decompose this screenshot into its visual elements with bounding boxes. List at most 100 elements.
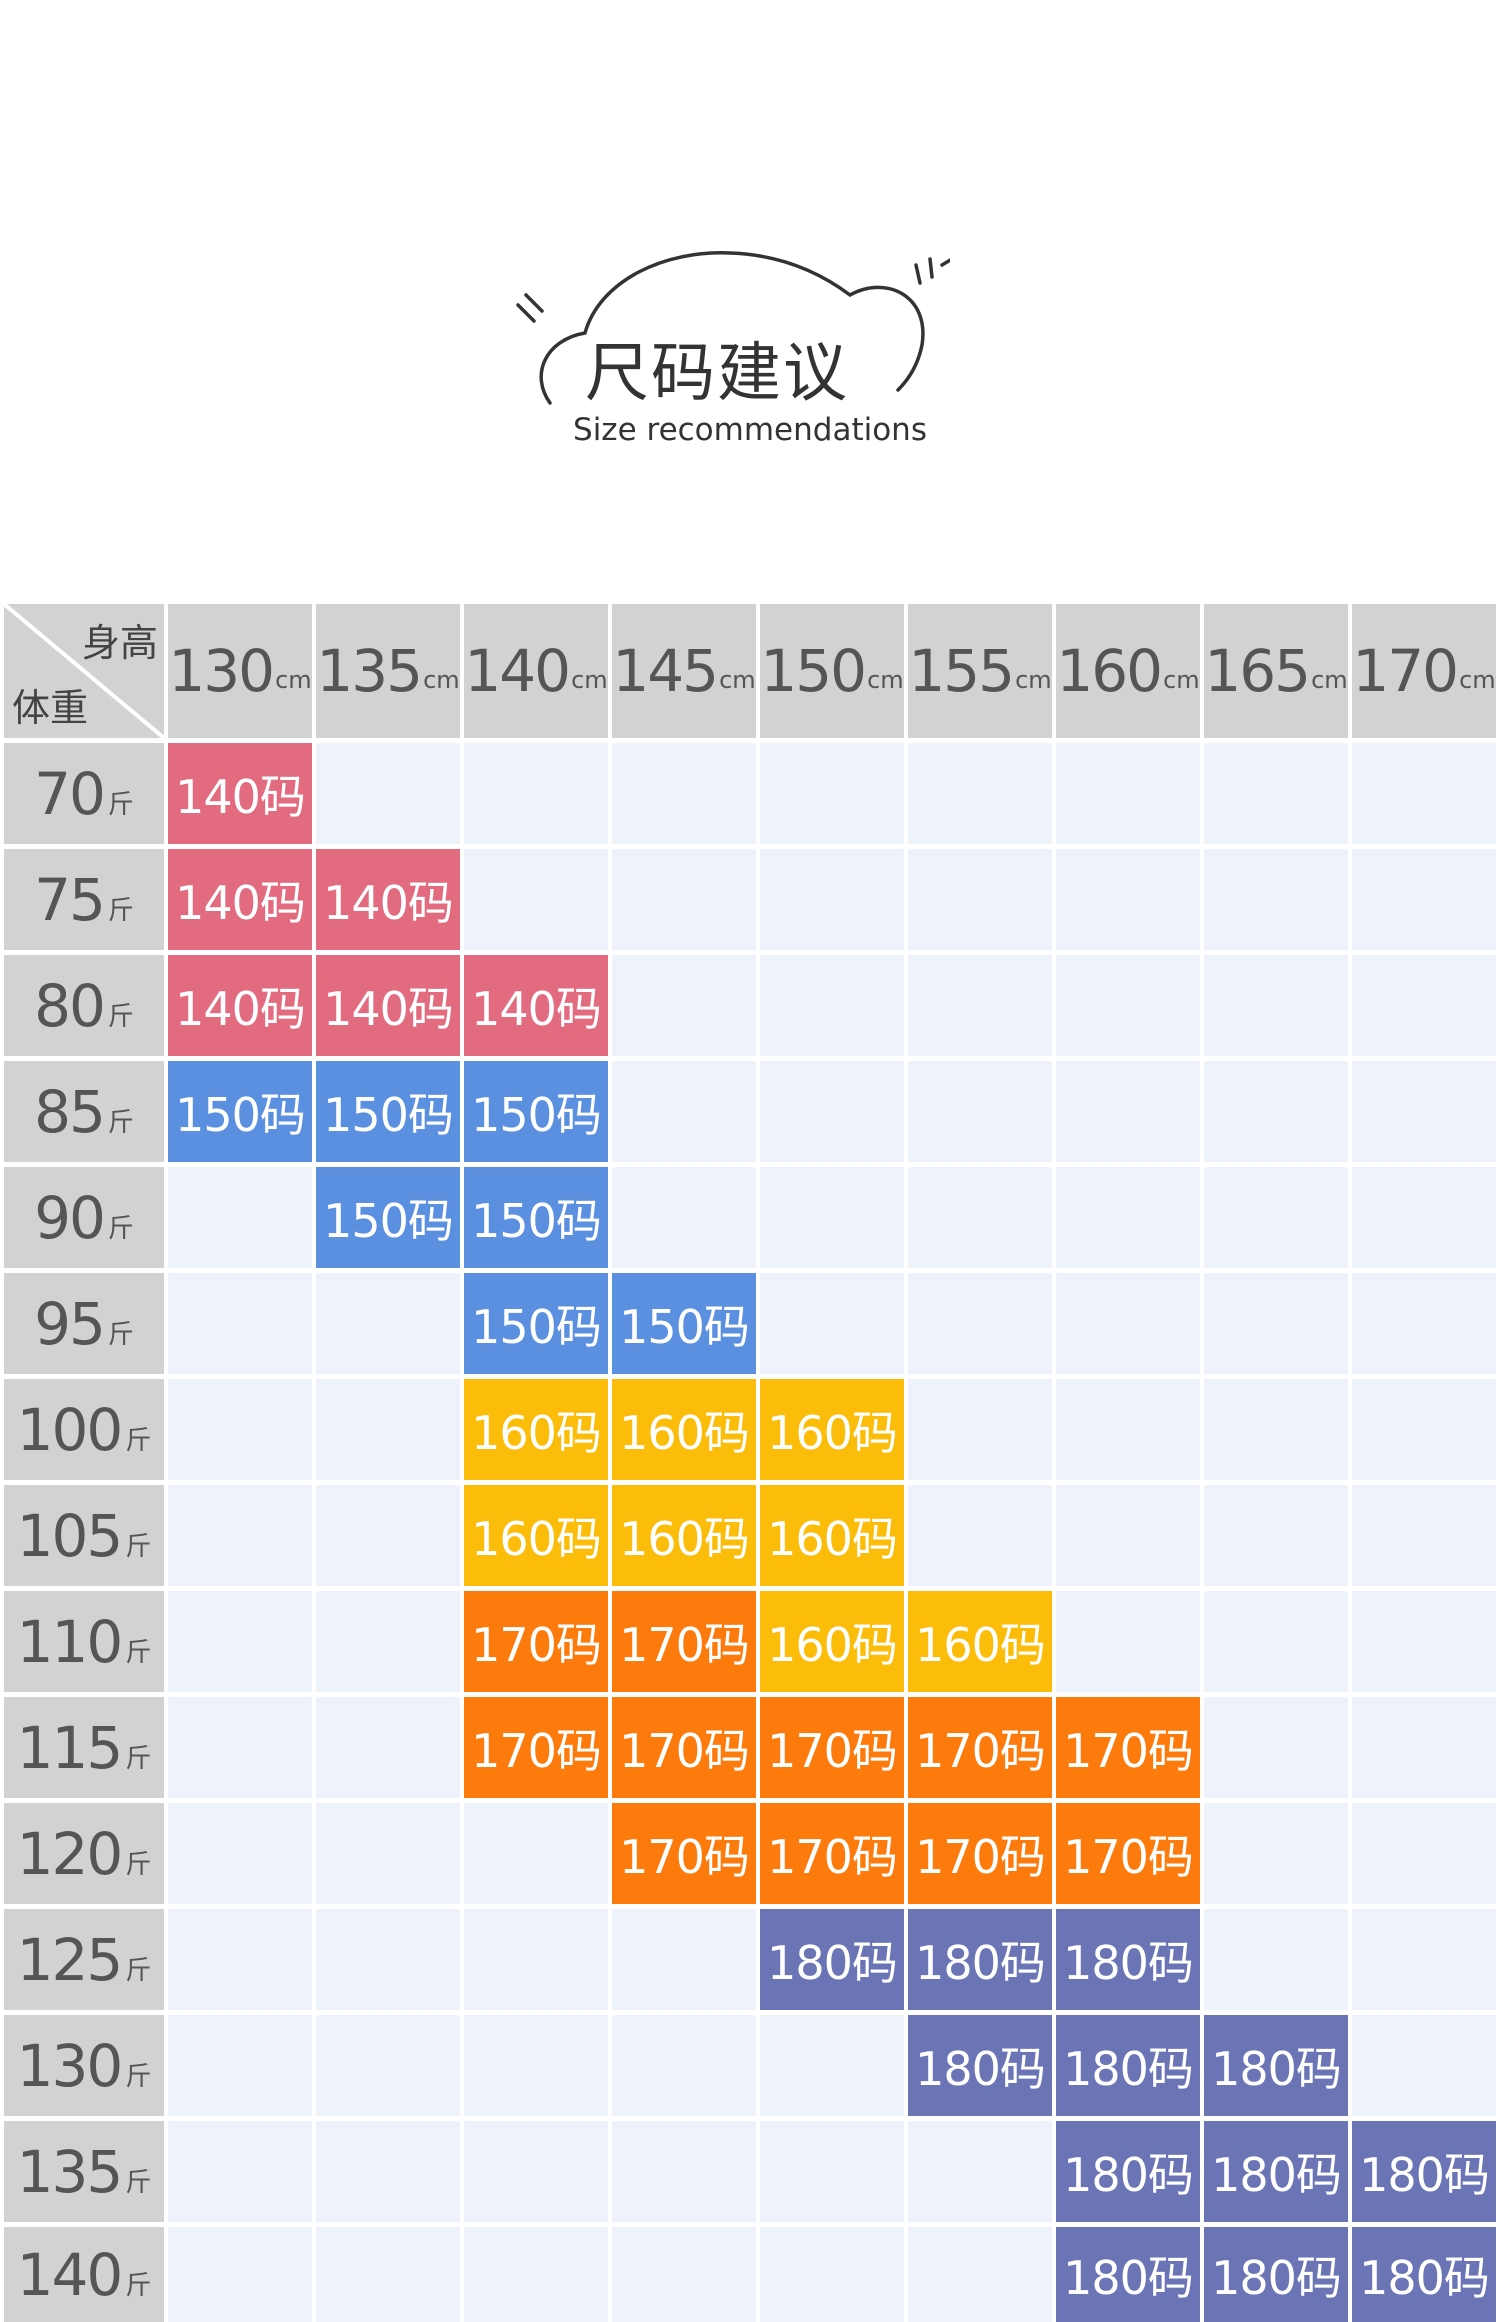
empty-cell xyxy=(760,2227,904,2322)
size-cell: 150码 xyxy=(168,1061,312,1162)
size-cell: 150码 xyxy=(612,1273,756,1374)
empty-cell xyxy=(760,955,904,1056)
size-cell: 180码 xyxy=(1204,2227,1348,2322)
weight-value: 105 xyxy=(16,1501,124,1570)
empty-cell xyxy=(464,743,608,844)
empty-cell xyxy=(168,2227,312,2322)
empty-cell xyxy=(316,2015,460,2116)
size-cell: 170码 xyxy=(760,1697,904,1798)
size-cell: 180码 xyxy=(1056,2015,1200,2116)
empty-cell xyxy=(908,1167,1052,1268)
size-cell: 180码 xyxy=(1204,2121,1348,2222)
empty-cell xyxy=(1204,955,1348,1056)
size-cell: 160码 xyxy=(760,1485,904,1586)
size-cell: 170码 xyxy=(464,1697,608,1798)
height-unit: cm xyxy=(719,666,756,694)
empty-cell xyxy=(908,1273,1052,1374)
empty-cell xyxy=(464,2121,608,2222)
weight-value: 70 xyxy=(34,759,106,828)
empty-cell xyxy=(168,1697,312,1798)
weight-header-105: 105 斤 xyxy=(4,1485,164,1586)
size-cell: 180码 xyxy=(1056,2121,1200,2222)
weight-unit: 斤 xyxy=(125,2168,152,2198)
cloud-outline-icon xyxy=(516,251,950,405)
size-cell: 180码 xyxy=(1352,2121,1496,2222)
empty-cell xyxy=(464,1909,608,2010)
height-unit: cm xyxy=(1163,666,1200,694)
size-cell: 180码 xyxy=(1056,1909,1200,2010)
empty-cell xyxy=(464,1803,608,1904)
height-unit: cm xyxy=(571,666,608,694)
empty-cell xyxy=(168,1803,312,1904)
weight-header-100: 100 斤 xyxy=(4,1379,164,1480)
height-header-135: 135 cm xyxy=(316,604,460,738)
empty-cell xyxy=(612,1167,756,1268)
size-cell: 140码 xyxy=(316,955,460,1056)
empty-cell xyxy=(316,1273,460,1374)
weight-unit: 斤 xyxy=(125,2271,152,2301)
empty-cell xyxy=(908,1485,1052,1586)
size-cell: 180码 xyxy=(1352,2227,1496,2322)
empty-cell xyxy=(1204,743,1348,844)
empty-cell xyxy=(1056,1591,1200,1692)
empty-cell xyxy=(612,955,756,1056)
empty-cell xyxy=(168,1591,312,1692)
weight-unit: 斤 xyxy=(125,1426,152,1456)
weight-unit: 斤 xyxy=(107,1002,134,1032)
weight-value: 85 xyxy=(34,1077,106,1146)
height-value: 135 xyxy=(316,637,423,705)
page-title: 尺码建议 xyxy=(585,337,849,411)
weight-value: 75 xyxy=(34,865,106,934)
diagonal-divider xyxy=(4,604,164,738)
weight-value: 125 xyxy=(16,1925,124,1994)
height-header-170: 170 cm xyxy=(1352,604,1496,738)
weight-value: 140 xyxy=(16,2240,124,2309)
empty-cell xyxy=(464,2227,608,2322)
size-cell: 180码 xyxy=(908,2015,1052,2116)
empty-cell xyxy=(464,2015,608,2116)
weight-header-95: 95 斤 xyxy=(4,1273,164,1374)
size-cell: 150码 xyxy=(464,1273,608,1374)
empty-cell xyxy=(1352,1061,1496,1162)
height-header-160: 160 cm xyxy=(1056,604,1200,738)
height-header-145: 145 cm xyxy=(612,604,756,738)
empty-cell xyxy=(316,1803,460,1904)
empty-cell xyxy=(908,1061,1052,1162)
empty-cell xyxy=(316,1379,460,1480)
weight-header-80: 80 斤 xyxy=(4,955,164,1056)
empty-cell xyxy=(612,2227,756,2322)
empty-cell xyxy=(1204,1803,1348,1904)
empty-cell xyxy=(1352,1379,1496,1480)
weight-unit: 斤 xyxy=(107,1320,134,1350)
height-value: 140 xyxy=(464,637,571,705)
height-value: 165 xyxy=(1204,637,1311,705)
empty-cell xyxy=(1056,1485,1200,1586)
weight-header-115: 115 斤 xyxy=(4,1697,164,1798)
size-cell: 180码 xyxy=(908,1909,1052,2010)
size-cell: 170码 xyxy=(464,1591,608,1692)
size-cell: 170码 xyxy=(908,1803,1052,1904)
empty-cell xyxy=(908,849,1052,950)
weight-header-85: 85 斤 xyxy=(4,1061,164,1162)
empty-cell xyxy=(316,743,460,844)
empty-cell xyxy=(168,2121,312,2222)
size-cell: 150码 xyxy=(316,1167,460,1268)
empty-cell xyxy=(1352,743,1496,844)
height-header-155: 155 cm xyxy=(908,604,1052,738)
weight-axis-label: 体重 xyxy=(12,686,89,730)
weight-value: 110 xyxy=(16,1607,124,1676)
empty-cell xyxy=(1056,849,1200,950)
empty-cell xyxy=(168,1485,312,1586)
empty-cell xyxy=(760,2015,904,2116)
size-cell: 150码 xyxy=(464,1061,608,1162)
size-cell: 170码 xyxy=(1056,1803,1200,1904)
size-cell: 180码 xyxy=(1204,2015,1348,2116)
empty-cell xyxy=(1352,1803,1496,1904)
empty-cell xyxy=(1352,2015,1496,2116)
empty-cell xyxy=(612,1909,756,2010)
weight-header-90: 90 斤 xyxy=(4,1167,164,1268)
weight-unit: 斤 xyxy=(107,1108,134,1138)
height-unit: cm xyxy=(1311,666,1348,694)
weight-header-75: 75 斤 xyxy=(4,849,164,950)
weight-value: 80 xyxy=(34,971,106,1040)
